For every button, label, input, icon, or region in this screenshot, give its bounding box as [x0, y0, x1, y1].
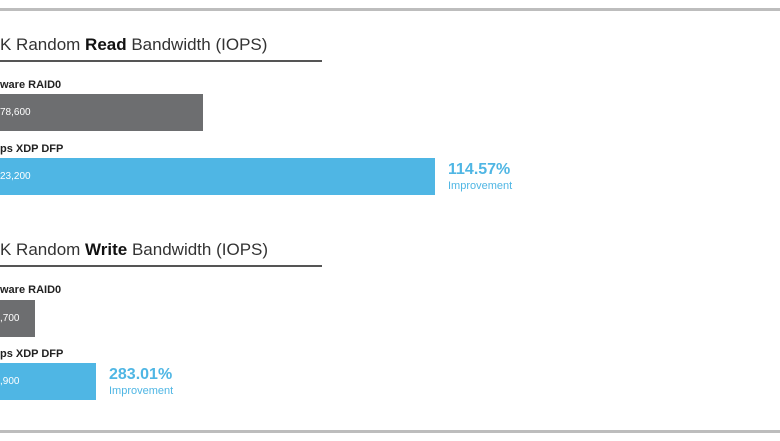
bottom-divider	[0, 430, 780, 433]
write-value-raid0: ,700	[0, 313, 20, 324]
write-label-raid0: ware RAID0	[0, 284, 62, 296]
read-label-xdp: ps XDP DFP	[0, 143, 64, 155]
write-bar-xdp: ,900	[0, 363, 96, 400]
read-label-raid0: ware RAID0	[0, 79, 62, 91]
read-title-underline	[0, 60, 322, 62]
read-improvement-percent: 114.57%	[448, 161, 511, 178]
top-divider	[0, 8, 780, 11]
write-improvement-percent: 283.01%	[109, 366, 173, 383]
read-value-raid0: 78,600	[0, 107, 31, 118]
read-value-xdp: 23,200	[0, 171, 31, 182]
read-improvement-label: Improvement	[448, 180, 513, 192]
write-title-underline	[0, 265, 322, 267]
write-chart-title: K Random Write Bandwidth (IOPS)	[0, 240, 269, 259]
read-bar-raid0: 78,600	[0, 94, 203, 131]
write-improvement-label: Improvement	[109, 385, 174, 397]
write-value-xdp: ,900	[0, 376, 20, 387]
write-label-xdp: ps XDP DFP	[0, 348, 64, 360]
read-bar-xdp: 23,200	[0, 158, 435, 195]
write-bar-raid0: ,700	[0, 300, 35, 337]
read-chart-title: K Random Read Bandwidth (IOPS)	[0, 35, 268, 54]
